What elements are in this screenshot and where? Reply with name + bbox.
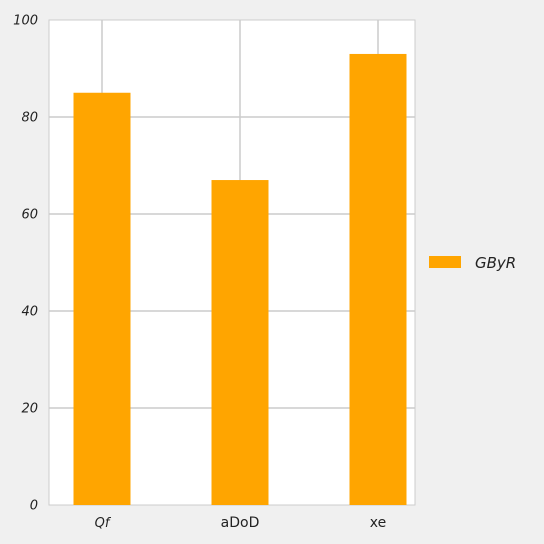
legend-label-gbyr: GByR [475, 254, 516, 272]
y-axis-ticks: 0 20 40 60 80 100 [13, 14, 38, 514]
bar-adod [211, 180, 269, 506]
y-tick-label: 100 [13, 14, 38, 29]
y-tick-label: 60 [21, 208, 38, 223]
y-tick-label: 80 [21, 111, 38, 126]
y-tick-label: 40 [21, 305, 38, 320]
bars [73, 53, 407, 506]
y-tick-label: 0 [30, 499, 38, 514]
bar-qf [73, 92, 131, 505]
x-tick-label: xe [370, 515, 386, 531]
x-tick-label: aDoD [221, 515, 260, 531]
legend-swatch-gbyr [429, 256, 461, 268]
legend: GByR [429, 254, 516, 272]
x-tick-label: Qf [95, 516, 112, 531]
y-tick-label: 20 [21, 402, 38, 417]
bar-xe [349, 53, 407, 505]
x-axis-ticks: Qf aDoD xe [95, 515, 387, 531]
